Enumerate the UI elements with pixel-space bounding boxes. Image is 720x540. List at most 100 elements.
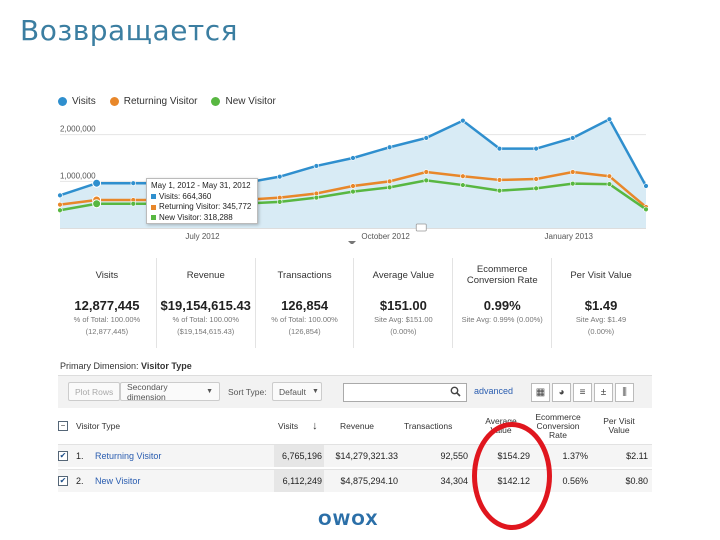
row-checkbox[interactable]: ✔ [58,451,68,461]
data-point-returning-visitor [57,201,63,208]
advanced-filter-link[interactable]: advanced [474,386,514,396]
metric-card-per-visit-value[interactable]: Per Visit Value $1.49 Site Avg: $1.49 (0… [551,258,650,348]
metric-label: Revenue [186,269,225,281]
header-revenue[interactable]: Revenue [340,420,375,431]
row-number: 2. [76,476,84,486]
chart-resize-handle [415,223,427,232]
row-number: 1. [76,451,84,461]
metric-value: $19,154,615.43 [160,298,251,313]
metric-sub: % of Total: 100.00% [73,315,141,324]
header-per-visit-value[interactable]: Per Visit Value [603,416,635,435]
metric-sub-total: ($19,154,615.43) [177,327,235,336]
data-point-visits [496,145,503,152]
grid-view-icon[interactable]: ▦ [531,383,550,402]
legend-label-returning: Returning Visitor [123,96,198,107]
data-point-visits [313,163,320,169]
chart-axis: July 2012 October 2012 January 2013 [185,223,594,244]
pie-view-icon[interactable]: ◕ [552,383,571,402]
visits-chart[interactable]: 2,000,000 1,000,000 July 2012 October 2012… [40,110,652,244]
metric-sub: Site Avg: 0.99% (0.00%) [461,315,543,324]
metric-label: Ecommerce Conversion Rate [466,264,538,286]
data-point-new-visitor [386,184,393,191]
metric-card-conversion-rate[interactable]: Ecommerce Conversion Rate 0.99% Site Avg… [452,258,552,348]
header-visits[interactable]: Visits ↓ [278,410,322,442]
cell-visits: 6,765,196 [274,445,324,467]
secondary-dimension-dropdown[interactable]: Secondary dimension ▼ [120,381,220,402]
metric-card-revenue[interactable]: Revenue $19,154,615.43 % of Total: 100.0… [155,258,255,348]
data-point-returning-visitor [350,183,356,189]
performance-view-icon[interactable]: ≡ [573,383,592,402]
data-point-new-visitor [350,188,356,195]
metric-card-transactions[interactable]: Transactions 126,854 % of Total: 100.00%… [254,258,354,348]
cell-conversion-rate: 0.56% [562,476,588,486]
table-header: − Visitor Type Visits ↓ Revenue Transact… [58,410,652,442]
plot-rows-button[interactable]: Plot Rows [68,382,121,401]
metric-label: Per Visit Value [570,269,632,281]
row-visitor-type-link[interactable]: New Visitor [95,476,141,486]
tooltip-swatch-returning [151,204,156,210]
metric-label: Visits [95,269,119,281]
primary-dimension-value[interactable]: Visitor Type [141,361,192,371]
data-point-new-visitor [533,185,539,192]
header-visits-label: Visits [278,420,299,431]
legend-visits[interactable]: Visits [58,96,96,107]
cell-visits: 6,112,249 [274,470,324,492]
row-visitor-type-link[interactable]: Returning Visitor [95,451,162,461]
cell-per-visit-value: $2.11 [626,451,648,461]
metric-value: $151.00 [379,298,427,313]
metric-value: 0.99% [483,298,521,313]
data-point-visits [643,183,649,189]
pivot-view-icon[interactable]: ⫼ [615,383,634,402]
cell-revenue: $4,875,294.10 [340,476,398,486]
header-visitor-type[interactable]: Visitor Type [76,420,121,431]
data-point-visits [606,116,613,122]
chevron-down-icon: ▼ [311,388,319,395]
search-icon[interactable] [450,386,461,397]
sort-type-value: Default [279,386,306,397]
tooltip-title: May 1, 2012 - May 31, 2012 [151,181,251,190]
table-search-input[interactable] [343,383,467,402]
data-point-visits [533,145,539,152]
data-point-returning-visitor [386,178,393,185]
data-point-visits [350,155,356,161]
cell-per-visit-value: $0.80 [625,476,648,486]
select-all-checkbox[interactable]: − [58,410,68,442]
data-point-returning-visitor [570,169,576,175]
data-point-new-visitor [423,177,429,184]
secondary-dimension-label: Secondary dimension [127,381,168,402]
data-point-returning-visitor [460,173,466,179]
primary-dimension: Primary Dimension: Visitor Type [60,361,192,371]
data-point-visits [423,135,429,141]
row-checkbox[interactable]: ✔ [58,476,68,486]
primary-dimension-label: Primary Dimension: [60,361,139,371]
slide-title: Возвращается [20,14,238,47]
legend-returning-visitor[interactable]: Returning Visitor [109,96,198,107]
data-point-new-visitor [130,201,136,207]
sort-type-dropdown[interactable]: Default ▼ [272,382,322,401]
cell-transactions: 92,550 [440,451,468,461]
table-toolbar: Plot Rows Secondary dimension ▼ Sort Typ… [58,375,652,408]
data-point-visits [460,117,466,124]
chart-tooltip: May 1, 2012 - May 31, 2012 Visits: 664,3… [146,178,258,224]
metric-sub: % of Total: 100.00% [271,315,338,324]
chevron-down-icon: ▼ [206,388,213,395]
comparison-view-icon[interactable]: ± [594,383,613,402]
metric-sub: % of Total: 100.00% [172,315,240,324]
metric-sub-total: (12,877,445) [85,327,129,336]
data-point-new-visitor [57,207,63,213]
metric-card-average-value[interactable]: Average Value $151.00 Site Avg: $151.00 … [353,258,452,348]
metric-sub-total: (0.00%) [390,327,417,336]
data-point-new-visitor [496,187,503,194]
cell-revenue: $14,279,321.33 [335,451,398,461]
data-point-visits [92,178,102,188]
header-transactions[interactable]: Transactions [404,420,453,431]
data-point-visits [57,192,63,199]
legend-new-visitor[interactable]: New Visitor [211,96,276,107]
cell-conversion-rate: 1.37% [562,451,588,461]
metric-sub-total: (126,854) [288,327,321,336]
y-tick-label: 1,000,000 [60,171,96,180]
metric-card-visits[interactable]: Visits 12,877,445 % of Total: 100.00% (1… [58,258,156,348]
header-conversion-rate[interactable]: Ecommerce Conversion Rate [535,411,581,440]
data-point-visits [386,144,393,150]
metric-sub: Site Avg: $151.00 [374,315,433,324]
